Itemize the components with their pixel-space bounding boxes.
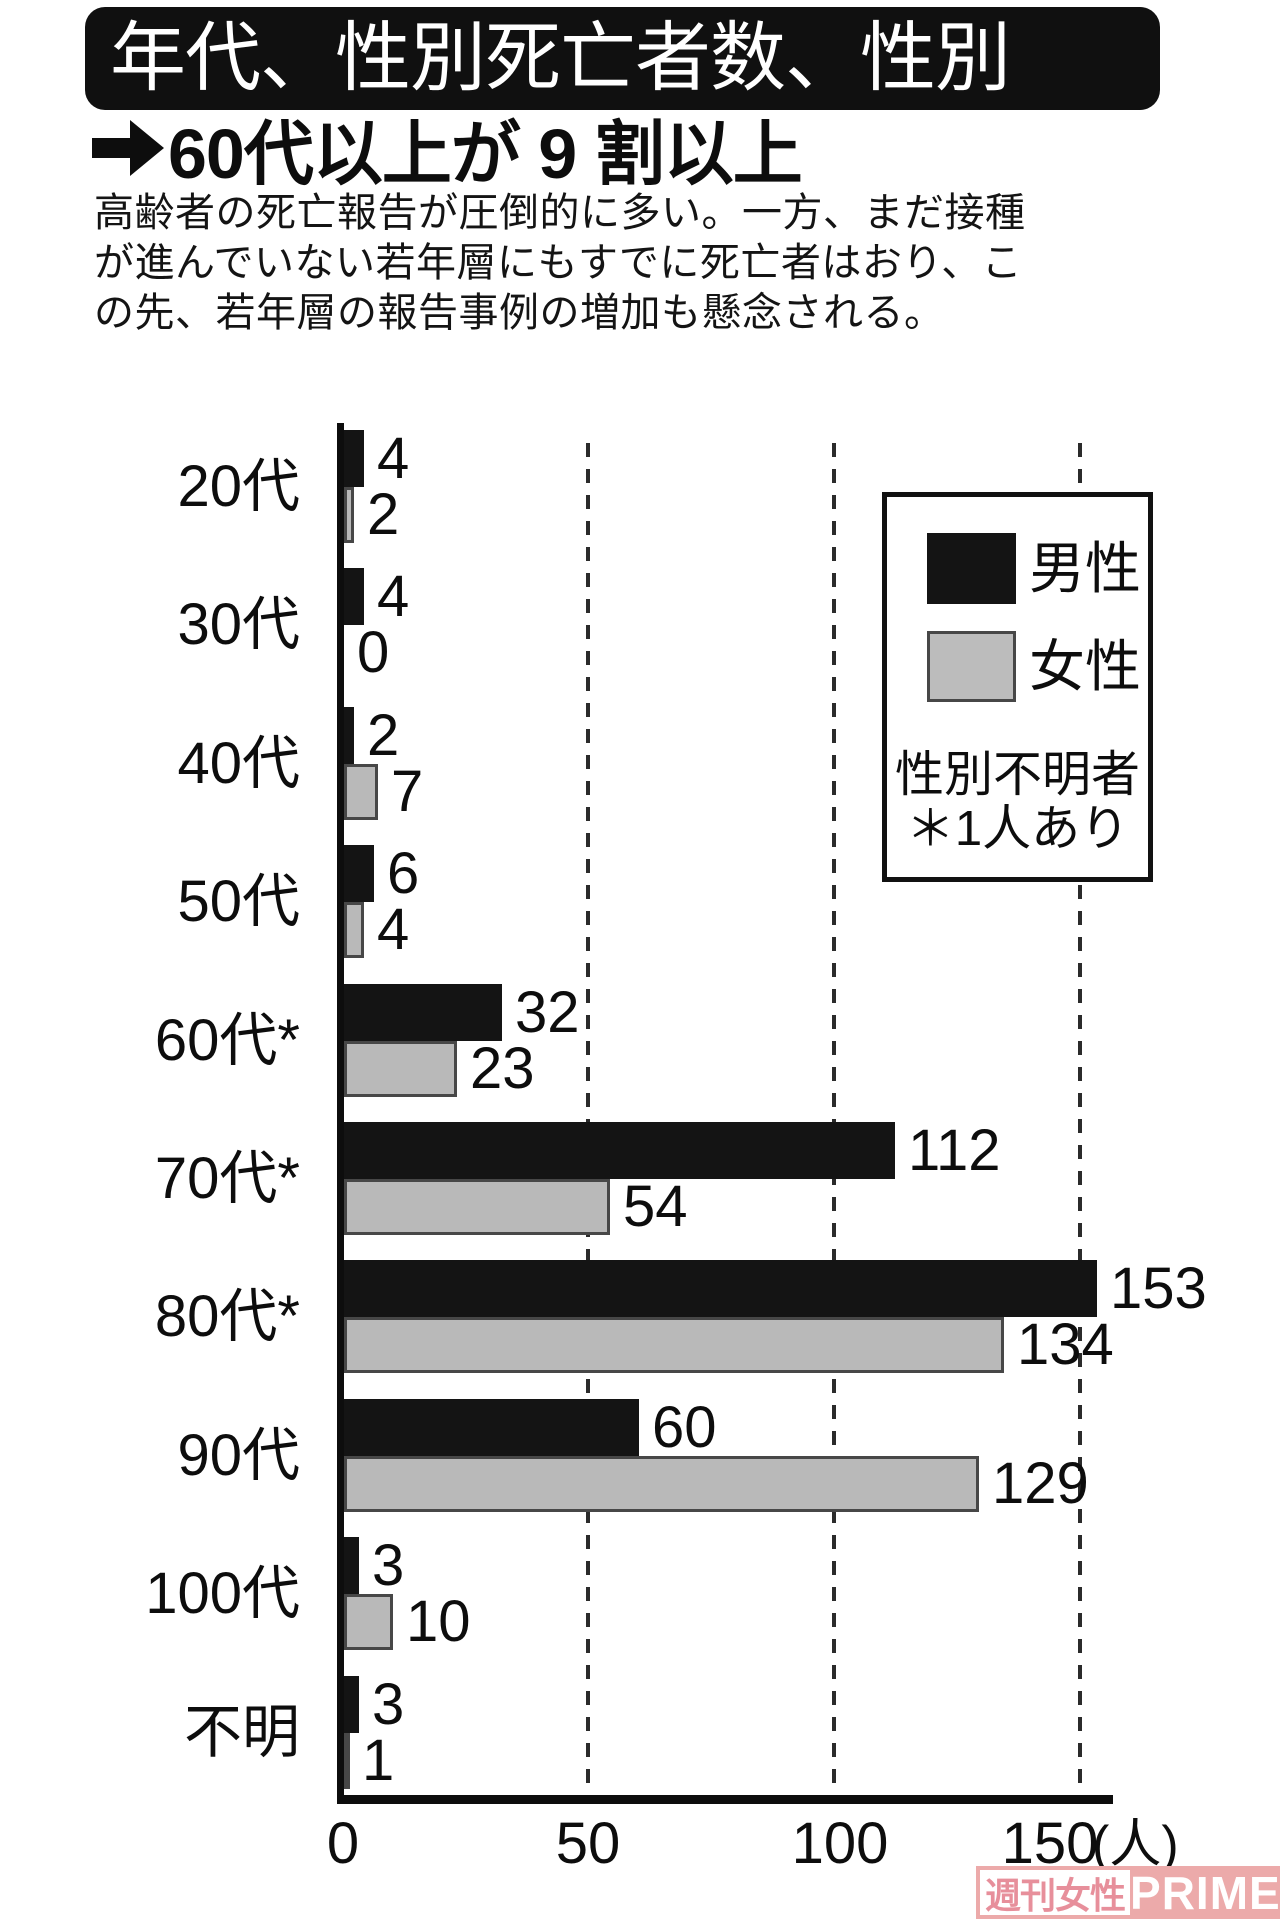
value-female-50代: 4	[377, 897, 410, 962]
value-female-60代*: 23	[470, 1036, 535, 1101]
x-tick-0: 0	[326, 1811, 360, 1876]
bar-female-40代	[344, 764, 378, 820]
watermark-right: PRIME	[1130, 1866, 1280, 1919]
row-label-50代: 50代	[177, 869, 300, 934]
value-female-40代: 7	[391, 759, 424, 824]
row-label-不明: 不明	[183, 1700, 300, 1765]
bar-male-100代	[344, 1537, 359, 1594]
value-male-50代: 6	[387, 841, 420, 906]
bar-male-不明	[344, 1676, 359, 1733]
bar-male-90代	[344, 1399, 639, 1456]
row-label-90代: 90代	[177, 1423, 300, 1488]
legend-male-label: 男性	[1029, 537, 1141, 600]
x-tick-50: 50	[555, 1811, 621, 1876]
value-female-30代: 0	[357, 620, 390, 685]
gridline-150	[1078, 443, 1082, 1795]
subtitle-row: 60代以上が 9 割以上	[92, 106, 803, 193]
x-tick-150: 150	[1001, 1811, 1099, 1876]
row-label-70代*: 70代*	[154, 1146, 300, 1211]
right-arrow-icon	[92, 120, 164, 176]
bar-male-60代*	[344, 984, 502, 1041]
bar-female-80代*	[344, 1317, 1004, 1373]
watermark: 週刊女性 PRIME	[976, 1866, 1280, 1919]
bar-male-40代	[344, 707, 354, 764]
value-male-30代: 4	[377, 564, 410, 629]
bar-male-20代	[344, 430, 364, 487]
y-axis-line	[337, 423, 344, 1804]
value-female-100代: 10	[406, 1589, 471, 1654]
value-male-100代: 3	[372, 1533, 405, 1598]
value-male-60代*: 32	[515, 980, 580, 1045]
value-female-20代: 2	[367, 482, 400, 547]
description-line-3: の先、若年層の報告事例の増加も懸念される。	[94, 291, 945, 335]
row-label-20代: 20代	[177, 454, 300, 519]
legend-box: 男性 女性 性別不明者 ＊1人あり	[882, 492, 1153, 882]
bar-female-100代	[344, 1594, 393, 1650]
x-axis-unit-label: (人)	[1092, 1816, 1179, 1874]
legend-female-swatch	[927, 631, 1016, 702]
bar-male-80代*	[344, 1260, 1097, 1317]
gridline-100	[832, 443, 836, 1795]
bar-female-50代	[344, 902, 364, 958]
value-male-70代*: 112	[908, 1118, 1001, 1183]
bar-male-30代	[344, 568, 364, 625]
value-female-不明: 1	[362, 1728, 395, 1793]
bar-female-90代	[344, 1456, 979, 1512]
value-male-不明: 3	[372, 1672, 405, 1737]
value-male-90代: 60	[652, 1395, 717, 1460]
bar-female-60代*	[344, 1041, 457, 1097]
bar-female-70代*	[344, 1179, 610, 1235]
value-male-80代*: 153	[1110, 1256, 1207, 1321]
legend-note-line-2: ＊1人あり	[905, 802, 1130, 856]
row-label-100代: 100代	[145, 1561, 300, 1626]
value-female-70代*: 54	[623, 1174, 688, 1239]
title-banner: 年代、性別死亡者数、性別	[85, 7, 1160, 110]
row-label-60代*: 60代*	[154, 1008, 300, 1073]
description-paragraph: 高齢者の死亡報告が圧倒的に多い。一方、まだ接種 が進んでいない若年層にもすでに死…	[94, 188, 1026, 338]
bar-female-不明	[344, 1733, 350, 1789]
row-label-30代: 30代	[177, 592, 300, 657]
bar-female-20代	[344, 487, 354, 543]
legend-male-swatch	[927, 533, 1016, 604]
value-female-90代: 129	[992, 1451, 1089, 1516]
watermark-left: 週刊女性	[980, 1870, 1131, 1916]
bar-male-50代	[344, 845, 374, 902]
bar-male-70代*	[344, 1122, 895, 1179]
description-line-1: 高齢者の死亡報告が圧倒的に多い。一方、まだ接種	[94, 191, 1026, 235]
page-title: 年代、性別死亡者数、性別	[110, 16, 1011, 101]
gridline-50	[586, 443, 590, 1795]
value-male-40代: 2	[367, 703, 400, 768]
legend-female-label: 女性	[1029, 635, 1141, 698]
subtitle-text: 60代以上が 9 割以上	[168, 114, 803, 193]
legend-note-line-1: 性別不明者	[894, 748, 1140, 802]
value-female-80代*: 134	[1017, 1312, 1114, 1377]
description-line-2: が進んでいない若年層にもすでに死亡者はおり、こ	[94, 241, 1023, 285]
x-tick-100: 100	[791, 1811, 889, 1876]
x-axis-line	[337, 1795, 1113, 1804]
value-male-20代: 4	[377, 426, 410, 491]
row-label-40代: 40代	[177, 731, 300, 796]
row-label-80代*: 80代*	[154, 1284, 300, 1349]
